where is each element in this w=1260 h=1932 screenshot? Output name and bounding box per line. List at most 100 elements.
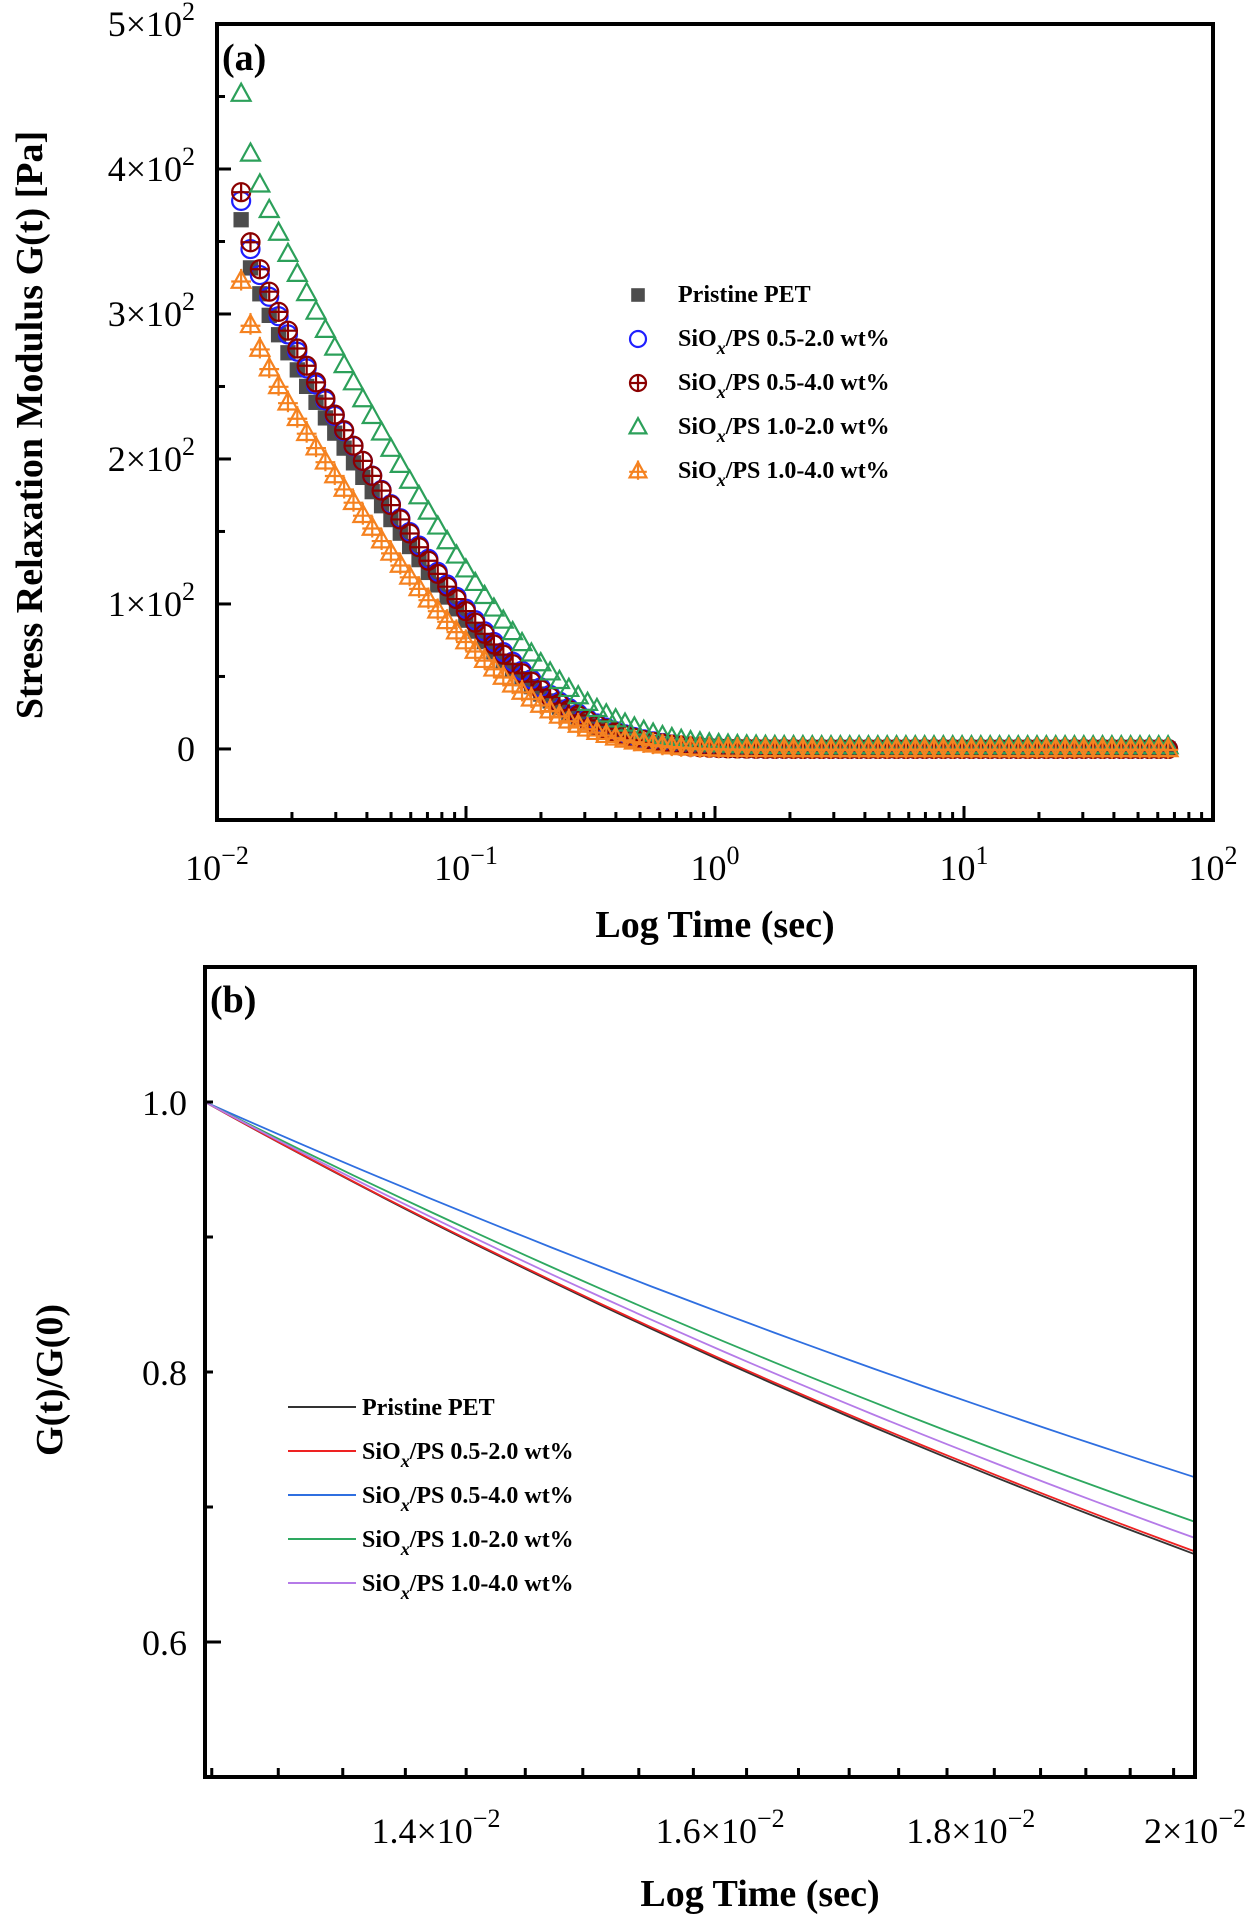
- data-point: [267, 373, 290, 396]
- data-point: [240, 232, 261, 253]
- data-point: [407, 483, 431, 505]
- data-point: [323, 335, 347, 356]
- legend-label: SiOx/PS 0.5-2.0 wt%: [678, 326, 890, 358]
- data-point: [332, 476, 356, 499]
- panel-b-legend: Pristine PET SiOx/PS 0.5-2.0 wt% SiOx/PS 0…: [288, 1395, 574, 1603]
- data-point: [454, 628, 478, 652]
- marker-triangle: [426, 514, 450, 535]
- legend-label: SiOx/PS 0.5-4.0 wt%: [678, 370, 890, 402]
- data-point: [418, 550, 439, 571]
- legend-label: SiOx/PS 1.0-2.0 wt%: [362, 1527, 574, 1559]
- legend-marker: [631, 288, 645, 302]
- panel-a-y-axis-title: Stress Relaxation Modulus G(t) [Pa]: [9, 131, 51, 719]
- data-point: [296, 355, 317, 376]
- panel-b-x-axis-title: Log Time (sec): [640, 1873, 879, 1915]
- data-point: [463, 570, 487, 592]
- panel-a-legend: Pristine PET SiOx/PS 0.5-2.0 wt% SiOx/PS 0…: [627, 282, 890, 490]
- y-tick-label: 2×102: [108, 432, 195, 479]
- data-point: [483, 634, 505, 655]
- marker-triangle: [285, 261, 309, 282]
- data-point: [427, 563, 448, 584]
- data-point: [277, 320, 299, 341]
- data-point: [520, 641, 543, 662]
- marker-triangle: [501, 619, 524, 641]
- x-tick-label: 2×10−2: [1144, 1804, 1246, 1851]
- data-point: [295, 280, 318, 302]
- data-point: [426, 514, 450, 535]
- data-point: [585, 696, 609, 718]
- data-point: [426, 598, 450, 621]
- legend-label: SiOx/PS 0.5-2.0 wt%: [362, 1439, 574, 1471]
- data-point: [408, 537, 430, 558]
- data-point: [557, 676, 581, 698]
- y-tick-label: 4×102: [108, 142, 195, 189]
- data-point: [398, 564, 421, 587]
- data-point: [529, 650, 553, 672]
- panel-a-x-axis-title: Log Time (sec): [595, 904, 834, 946]
- data-point: [399, 523, 420, 544]
- series-line-3: [204, 1101, 1196, 1523]
- data-point: [510, 630, 534, 652]
- data-point: [474, 623, 495, 644]
- data-point: [445, 543, 468, 564]
- panel-a-label: (a): [222, 37, 266, 79]
- data-point: [257, 356, 281, 379]
- data-point: [380, 495, 402, 516]
- data-point: [342, 369, 365, 391]
- data-point: [248, 336, 272, 359]
- marker-triangle: [370, 420, 393, 441]
- data-point: [295, 420, 318, 443]
- marker-triangle: [360, 403, 384, 425]
- marker-triangle: [435, 528, 459, 550]
- data-point: [229, 81, 253, 102]
- data-point: [482, 596, 506, 617]
- data-point: [268, 301, 289, 322]
- marker-square: [233, 212, 249, 228]
- data-point: [445, 619, 468, 642]
- data-point: [538, 660, 562, 681]
- data-point: [257, 197, 281, 219]
- data-point: [239, 312, 262, 335]
- marker-triangle: [417, 499, 440, 520]
- marker-triangle: [557, 676, 581, 698]
- data-point: [390, 509, 411, 530]
- panel-b-normalized-modulus: 1.4×10−2 1.6×10−2 1.8×10−2 2×10−20.60.81.0 …: [29, 965, 1246, 1915]
- legend-label: Pristine PET: [678, 282, 811, 308]
- marker-triangle: [548, 668, 571, 690]
- series-line-1: [204, 1101, 1196, 1553]
- series-line-2: [204, 1101, 1196, 1479]
- data-point: [267, 220, 290, 241]
- data-point: [594, 702, 618, 723]
- data-point: [360, 515, 384, 538]
- data-point: [407, 575, 431, 598]
- data-point: [342, 489, 365, 512]
- data-point: [304, 299, 328, 320]
- data-point: [465, 612, 486, 633]
- panel-b-ticks: [205, 1100, 1176, 1777]
- data-point: [285, 261, 309, 282]
- marker-triangle: [594, 702, 618, 723]
- series-line-0: [204, 1101, 1196, 1556]
- legend-marker: [627, 415, 649, 435]
- panel-a-relaxation-modulus: 10−2 10−1 100 101 102 0 1×102 2×102 3×102 4×102 5×…: [9, 0, 1238, 946]
- marker-triangle: [445, 543, 468, 564]
- data-point: [454, 557, 478, 578]
- x-tick-label: 101: [940, 841, 989, 888]
- marker-triangle: [473, 583, 496, 605]
- data-point: [437, 576, 458, 597]
- marker-triangle: [276, 241, 300, 262]
- data-point: [360, 403, 384, 425]
- marker-triangle: [388, 452, 412, 473]
- data-point: [398, 468, 421, 489]
- legend-label: SiOx/PS 1.0-2.0 wt%: [678, 414, 890, 446]
- data-point: [287, 338, 308, 359]
- data-point: [473, 583, 496, 605]
- data-point: [446, 588, 467, 610]
- marker-triangle: [538, 660, 562, 681]
- marker-triangle: [407, 483, 431, 505]
- data-point: [276, 241, 300, 262]
- y-tick-label: 1×102: [108, 577, 195, 624]
- data-point: [239, 141, 262, 162]
- data-point: [435, 528, 459, 550]
